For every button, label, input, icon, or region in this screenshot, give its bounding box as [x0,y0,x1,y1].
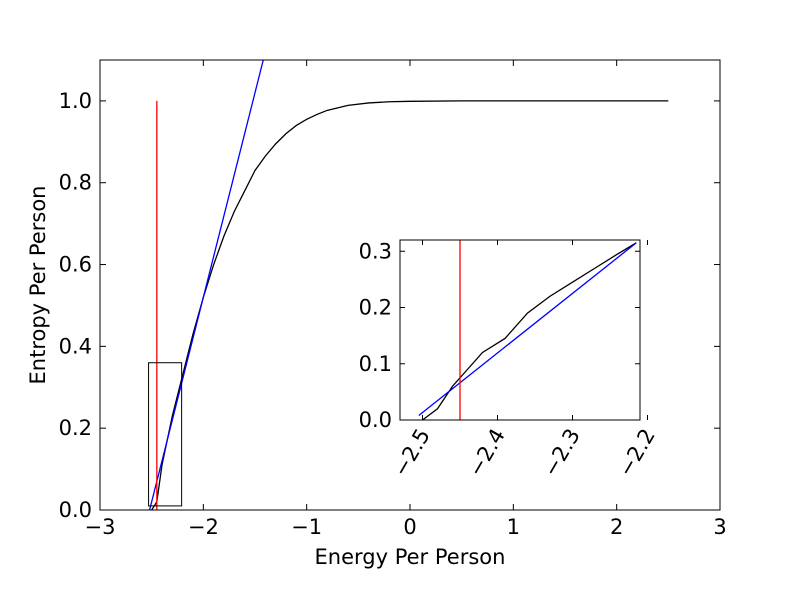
inset-plot: −2.5 −2.4 −2.3 −2.2 0.0 0.1 0.2 0.3 [359,239,660,480]
main-x-tick-label: −2 [188,515,219,539]
inset-y-tick-label: 0.2 [359,296,392,320]
inset-x-tick-label: −2.4 [464,425,510,481]
main-x-tick-label: −3 [85,515,116,539]
main-y-tick-label: 0.8 [59,171,92,195]
zoom-region-box [148,362,183,507]
main-y-tick-label: 1.0 [59,89,92,113]
main-x-tick-label: 1 [507,515,520,539]
inset-x-tick-label: −2.5 [389,425,435,481]
main-plot: −3 −2 −1 0 1 2 3 0.0 0.2 0.4 0.6 0.8 1.0 [59,59,727,539]
inset-y-tick-label: 0.1 [359,352,392,376]
inset-series-line-0 [422,242,637,420]
inset-series-line-1 [418,242,637,417]
inset-series-group [418,240,637,420]
y-axis-label: Entropy Per Person [26,186,50,385]
main-y-tick-label: 0.2 [59,416,92,440]
main-series-line-0 [151,100,669,510]
main-x-tick-label: 2 [610,515,623,539]
main-y-tick-label: 0.0 [59,498,92,522]
inset-plot-frame [399,239,641,421]
main-x-tick-label: 0 [403,515,416,539]
inset-x-tick-label: −2.2 [614,425,660,481]
main-series-group [148,60,669,510]
inset-y-tick-label: 0.3 [359,239,392,263]
inset-y-tick-label: 0.0 [359,408,392,432]
main-x-tick-label: −1 [291,515,322,539]
main-y-tick-label: 0.4 [59,334,92,358]
inset-x-tick-label: −2.3 [539,425,585,481]
main-series-line-1 [148,60,264,510]
main-x-tick-label: 3 [713,515,726,539]
x-axis-label: Energy Per Person [315,545,506,569]
main-y-tick-label: 0.6 [59,253,92,277]
